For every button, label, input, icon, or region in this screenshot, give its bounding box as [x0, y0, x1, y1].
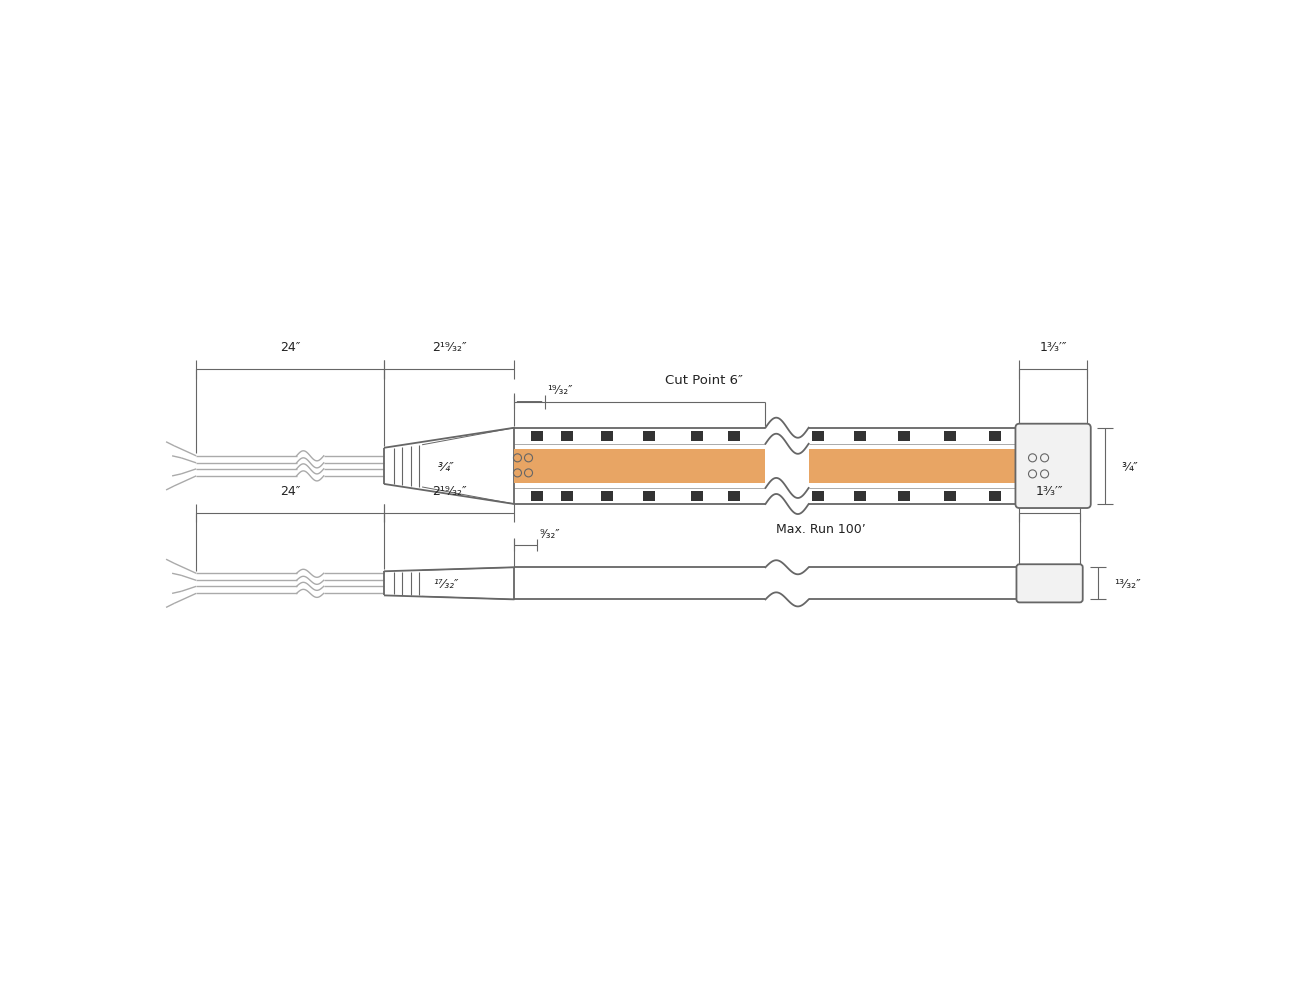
Text: 1³⁄₃′″: 1³⁄₃′″: [1036, 484, 1063, 497]
Bar: [944, 491, 957, 502]
Bar: [560, 491, 573, 502]
Text: ⁹⁄₃₂″: ⁹⁄₃₂″: [540, 528, 560, 541]
Text: Cut Point 6″: Cut Point 6″: [666, 373, 744, 386]
Bar: [692, 431, 703, 441]
Text: 2¹⁹⁄₃₂″: 2¹⁹⁄₃₂″: [432, 341, 467, 354]
FancyBboxPatch shape: [1015, 424, 1091, 509]
Bar: [989, 431, 1001, 441]
Text: Max. Run 100’: Max. Run 100’: [776, 523, 866, 536]
Bar: [530, 431, 542, 441]
Bar: [644, 431, 655, 441]
Bar: [601, 491, 612, 502]
Bar: [644, 491, 655, 502]
Text: 24″: 24″: [280, 341, 300, 354]
Bar: [854, 491, 866, 502]
Text: ¹³⁄₃₂″: ¹³⁄₃₂″: [1114, 578, 1140, 590]
Bar: [692, 491, 703, 502]
Bar: [811, 431, 824, 441]
Text: ¾″: ¾″: [1121, 460, 1138, 472]
Bar: [809, 449, 1019, 483]
Bar: [515, 449, 766, 483]
Bar: [898, 491, 910, 502]
Text: 1³⁄₃′″: 1³⁄₃′″: [1040, 341, 1067, 354]
Bar: [728, 431, 741, 441]
Bar: [854, 431, 866, 441]
Bar: [560, 431, 573, 441]
Text: 24″: 24″: [280, 484, 300, 497]
FancyBboxPatch shape: [1017, 565, 1083, 603]
Bar: [530, 491, 542, 502]
Bar: [811, 491, 824, 502]
Text: ¹⁷⁄₃₂″: ¹⁷⁄₃₂″: [433, 578, 459, 590]
Bar: [601, 431, 612, 441]
Bar: [989, 491, 1001, 502]
Bar: [898, 431, 910, 441]
Text: ¾″: ¾″: [438, 460, 455, 472]
Text: ¹⁹⁄₃₂″: ¹⁹⁄₃₂″: [547, 383, 573, 396]
Text: 2¹⁹⁄₃₂″: 2¹⁹⁄₃₂″: [432, 484, 467, 497]
Bar: [728, 491, 741, 502]
Bar: [944, 431, 957, 441]
